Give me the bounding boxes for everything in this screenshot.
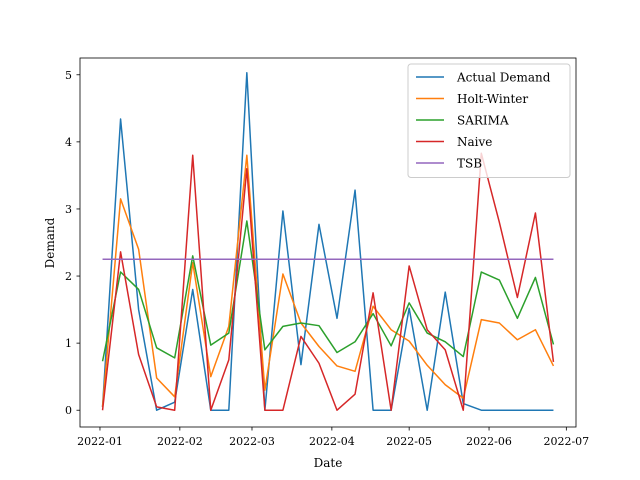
y-tick-label: 5: [65, 69, 72, 82]
legend-label: Actual Demand: [456, 71, 551, 85]
y-tick-label: 4: [65, 136, 72, 149]
x-tick-label: 2022-02: [157, 435, 203, 448]
series-layer: [101, 72, 555, 411]
y-tick-label: 3: [65, 203, 72, 216]
x-tick-label: 2022-04: [309, 435, 355, 448]
legend-box: [407, 63, 571, 178]
y-tick-label: 1: [65, 337, 72, 350]
x-tick-label: 2022-01: [77, 435, 123, 448]
axes-layer: 2022-01 2022-02 2022-03 2022-04 2022-05 2022-…: [65, 57, 589, 448]
x-tick-label: 2022-03: [229, 435, 275, 448]
y-tick-label: 0: [65, 404, 72, 417]
legend: Actual Demand Holt-Winter SARIMA Naive TSB: [407, 63, 571, 178]
y-axis-label: Demand: [43, 217, 57, 268]
plot-frame: [79, 57, 577, 428]
legend-label: Naive: [457, 135, 492, 149]
legend-label: TSB: [457, 157, 482, 171]
x-tick-label: 2022-07: [543, 435, 589, 448]
x-tick-label: 2022-06: [466, 435, 512, 448]
x-axis-label: Date: [314, 456, 343, 470]
y-tick-label: 2: [65, 270, 72, 283]
x-tick-label: 2022-05: [386, 435, 432, 448]
series-line-0: [101, 72, 554, 411]
series-line-2: [101, 220, 555, 362]
legend-label: SARIMA: [457, 114, 509, 128]
series-line-3: [101, 152, 555, 411]
legend-label: Holt-Winter: [457, 92, 528, 106]
